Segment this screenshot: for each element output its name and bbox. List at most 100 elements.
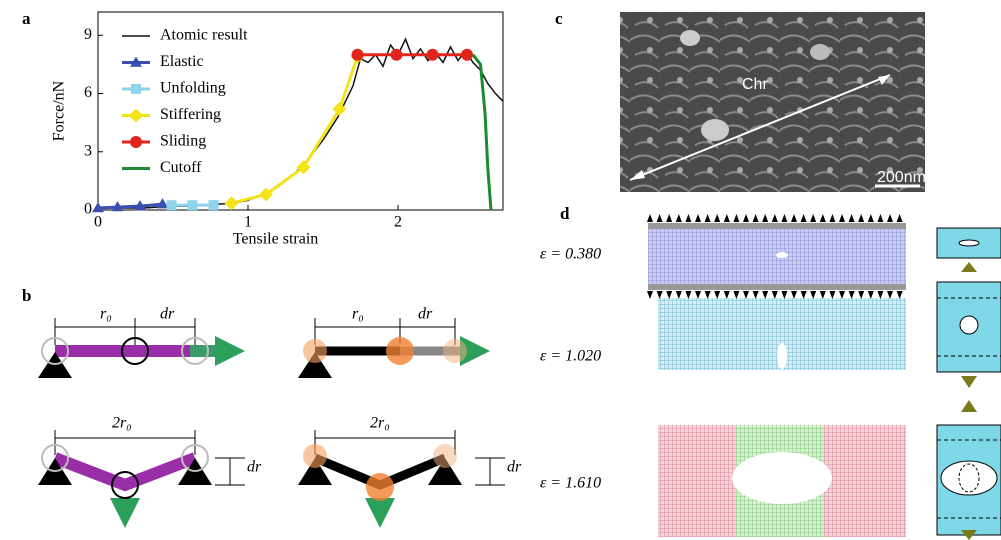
load-arrow: [791, 291, 797, 299]
load-arrow: [705, 214, 711, 222]
load-arrow: [858, 291, 864, 299]
load-arrow: [743, 291, 749, 299]
load-arrow: [695, 214, 701, 222]
series-line: [98, 39, 503, 208]
y-tick-label: 9: [84, 26, 92, 43]
mesh-panel: [647, 214, 1001, 540]
marker: [461, 49, 473, 61]
load-arrow: [695, 291, 701, 299]
load-arrow: [868, 214, 874, 222]
marker: [225, 196, 239, 210]
load-arrow: [858, 214, 864, 222]
load-arrow: [733, 214, 739, 222]
load-arrow: [772, 214, 778, 222]
load-arrow: [868, 291, 874, 299]
panel-letter: d: [560, 204, 570, 223]
diagram-label: dr: [507, 459, 522, 476]
load-arrow: [676, 291, 682, 299]
load-arrow: [657, 214, 663, 222]
load-arrow: [743, 214, 749, 222]
load-arrow: [839, 291, 845, 299]
load-arrow: [877, 214, 883, 222]
load-arrow: [791, 214, 797, 222]
load-arrow: [829, 291, 835, 299]
load-arrow: [753, 214, 759, 222]
marker: [129, 109, 143, 123]
load-arrow: [849, 291, 855, 299]
marker: [427, 49, 439, 61]
legend-label: Atomic result: [160, 27, 248, 44]
load-arrow: [666, 291, 672, 299]
load-arrow: [724, 291, 730, 299]
load-arrow: [685, 291, 691, 299]
load-arrow: [714, 214, 720, 222]
plot-frame: [98, 12, 503, 210]
y-tick-label: 3: [84, 142, 92, 159]
diagram-label: r₀: [100, 306, 112, 323]
load-arrow: [829, 214, 835, 222]
strain-label: ε = 1.020: [540, 348, 601, 365]
load-arrow: [877, 291, 883, 299]
marker: [131, 84, 141, 94]
marker: [167, 200, 177, 210]
marker: [352, 49, 364, 61]
strain-label: ε = 0.380: [540, 246, 601, 263]
load-arrow: [781, 291, 787, 299]
x-axis-label: Tensile strain: [233, 231, 319, 248]
load-arrow: [820, 214, 826, 222]
load-arrow: [657, 291, 663, 299]
load-arrow: [762, 214, 768, 222]
marker: [188, 200, 198, 210]
load-arrow: [772, 291, 778, 299]
load-arrow: [897, 214, 903, 222]
legend-label: Elastic: [160, 53, 204, 70]
diagram-label: dr: [418, 306, 433, 323]
marker: [130, 136, 142, 148]
y-tick-label: 0: [84, 201, 92, 218]
y-tick-label: 6: [84, 84, 92, 101]
load-arrow: [705, 291, 711, 299]
strain-label: ε = 1.610: [540, 475, 601, 492]
x-tick-label: 1: [244, 214, 252, 231]
load-arrow: [887, 291, 893, 299]
legend-label: Unfolding: [160, 80, 226, 97]
load-arrow: [666, 214, 672, 222]
sem-image: [620, 12, 925, 192]
diagram-b: [38, 318, 505, 528]
load-arrow: [810, 214, 816, 222]
legend-label: Sliding: [160, 133, 206, 150]
diagram-label: r₀: [352, 306, 364, 323]
scale-label: 200nm: [877, 169, 926, 186]
load-arrow: [762, 291, 768, 299]
y-axis-label: Force/nN: [51, 80, 68, 141]
diagram-label: dr: [247, 459, 262, 476]
load-arrow: [839, 214, 845, 222]
panel-letter: c: [555, 9, 563, 28]
load-arrow: [676, 214, 682, 222]
series-line: [232, 57, 358, 204]
load-arrow: [724, 214, 730, 222]
panel-letter: a: [22, 9, 31, 28]
diagram-label: 2r₀: [112, 415, 132, 432]
x-tick-label: 2: [394, 214, 402, 231]
load-arrow: [810, 291, 816, 299]
load-arrow: [647, 291, 653, 299]
panel-letter: b: [22, 286, 31, 305]
load-arrow: [801, 214, 807, 222]
load-arrow: [781, 214, 787, 222]
load-arrow: [897, 291, 903, 299]
load-arrow: [820, 291, 826, 299]
series-line: [473, 55, 491, 210]
x-tick-label: 0: [94, 214, 102, 231]
load-arrow: [685, 214, 691, 222]
legend-label: Stiffering: [160, 106, 221, 123]
load-arrow: [753, 291, 759, 299]
chart-a: 0 1 2 0 3 6 9 Tensile strain Force/nN Atomic resu…: [51, 12, 503, 248]
load-arrow: [849, 214, 855, 222]
diagram-label: dr: [160, 306, 175, 323]
diagram-label: 2r₀: [370, 415, 390, 432]
load-arrow: [714, 291, 720, 299]
marker: [209, 200, 219, 210]
legend-label: Cutoff: [160, 159, 202, 176]
load-arrow: [647, 214, 653, 222]
